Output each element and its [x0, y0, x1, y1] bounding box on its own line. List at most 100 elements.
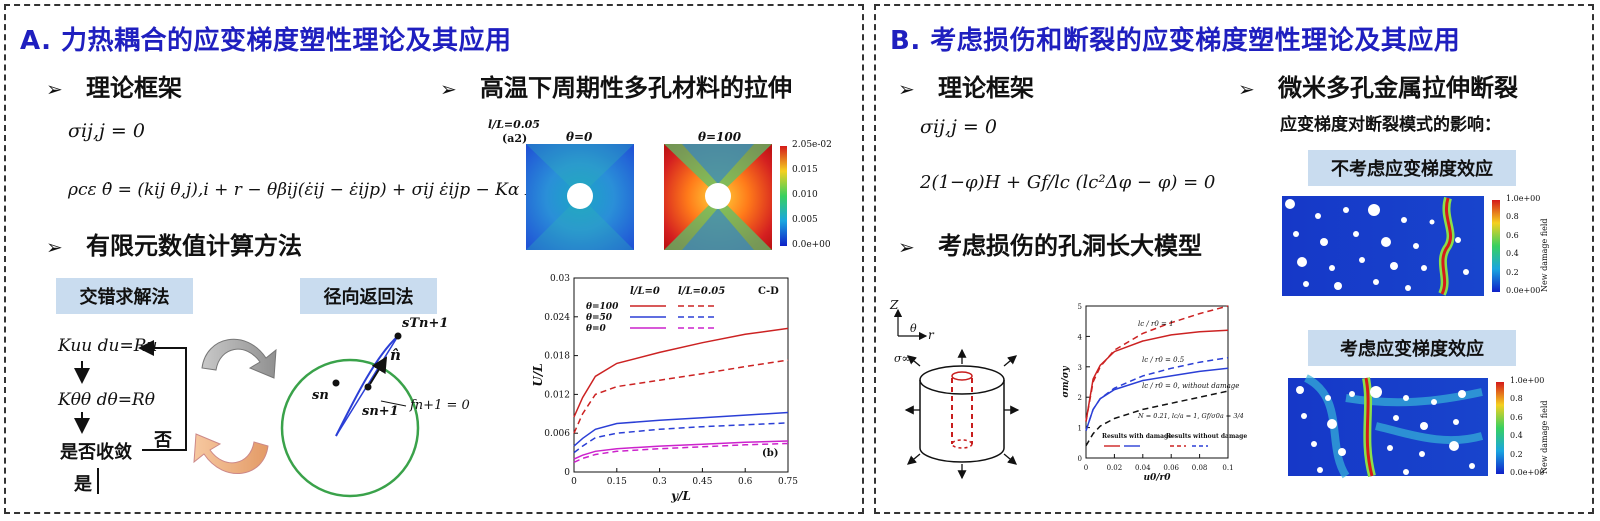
- pore: [1421, 265, 1427, 271]
- y-tick-label: 5: [1078, 303, 1082, 311]
- contour-colorbar-tick: 0.010: [792, 190, 818, 200]
- pore: [1449, 441, 1459, 451]
- x-tick-label: 0.1: [1222, 464, 1233, 472]
- pore: [1420, 422, 1428, 430]
- series-line: [573, 327, 789, 418]
- chart-sub-label: (b): [762, 448, 778, 459]
- contour-right-cold: [682, 144, 754, 250]
- pore: [1469, 463, 1475, 469]
- cycle-arrow-bottom-icon: [193, 433, 269, 475]
- arrow-icon: ➢: [1238, 77, 1255, 101]
- contour-colorbar-tick: 0.0e+00: [792, 240, 831, 250]
- pore: [1296, 386, 1304, 394]
- pore: [1431, 399, 1437, 405]
- panel-b: B. 考虑损伤和断裂的应变梯度塑性理论及其应用 ➢ 理论框架 σij,j = 0 …: [874, 4, 1594, 514]
- flow-step-displacement: Kuu du=Ru: [58, 336, 158, 356]
- flow-no-label: 否: [154, 430, 172, 451]
- contour-left-title: θ=0: [566, 130, 593, 144]
- pore: [1320, 238, 1328, 246]
- pore: [1329, 265, 1335, 271]
- y-tick-label: 0.03: [550, 274, 570, 284]
- series-line: [573, 422, 789, 454]
- damage-colorbar-tick: 0.8: [1510, 394, 1523, 404]
- pore: [1285, 199, 1295, 209]
- x-tick-label: 0.3: [652, 477, 667, 487]
- pore: [1325, 395, 1331, 401]
- bullet-fem: ➢ 有限元数值计算方法: [46, 232, 302, 260]
- legend-label: θ=0: [586, 324, 607, 334]
- staggered-method-label: 交错求解法: [56, 278, 193, 314]
- pore: [1453, 419, 1459, 425]
- far-field-stress-label: σ∞: [894, 352, 911, 365]
- series-line: [573, 359, 789, 434]
- pore: [1370, 386, 1382, 398]
- x-tick-label: 0.06: [1163, 464, 1179, 472]
- series-line: [1085, 305, 1229, 422]
- pore: [1393, 415, 1399, 421]
- pore: [1301, 413, 1307, 419]
- contour-colorbar-tick: 2.05e-02: [792, 140, 832, 150]
- crack-path-with-gradient: [1364, 377, 1374, 477]
- chart-frame: [1085, 305, 1229, 459]
- y-tick-label: 0: [1078, 455, 1082, 463]
- y-tick-label: 0.018: [544, 352, 570, 362]
- contour-case-label: l/L=0.05: [488, 118, 540, 131]
- legend-head-2: l/L=0.05: [678, 286, 725, 297]
- no-gradient-label: 不考虑应变梯度效应: [1308, 150, 1516, 186]
- arrow-icon: ➢: [898, 235, 915, 259]
- damage-colorbar-tick: 0.6: [1510, 412, 1523, 422]
- chart-frame: [573, 277, 789, 473]
- x-axis-label: y/L: [670, 489, 691, 503]
- contour-right-title: θ=100: [698, 130, 742, 144]
- pore: [1338, 448, 1346, 456]
- cycle-arrow-top-icon: [201, 338, 277, 379]
- flow-loop-arrow: [138, 340, 187, 451]
- pore: [1429, 219, 1435, 225]
- x-tick-label: 0.08: [1192, 464, 1208, 472]
- series-line: [573, 440, 789, 460]
- y-tick-label: 0.006: [544, 429, 570, 439]
- pore: [1359, 257, 1365, 263]
- damage-colorbar-tick: 0.0e+00: [1510, 468, 1545, 477]
- with-gradient-label: 考虑应变梯度效应: [1308, 330, 1516, 366]
- y-tick-label: 1: [1078, 425, 1082, 433]
- contour-sub-label: (a2): [502, 132, 528, 145]
- series-line: [1085, 367, 1229, 431]
- pore: [1334, 282, 1342, 290]
- bullet-theory-a: ➢ 理论框架: [46, 74, 182, 102]
- pore: [1401, 217, 1407, 223]
- radial-return-label: 径向返回法: [300, 278, 437, 314]
- legend-without-damage: Results without damage: [1166, 433, 1247, 440]
- bullet-tensile: ➢ 高温下周期性多孔材料的拉伸: [440, 74, 792, 102]
- curve-label-2: lc / r0 = 0.5: [1142, 356, 1185, 364]
- arrow-icon: ➢: [46, 77, 63, 101]
- pore: [1368, 204, 1380, 216]
- pore: [1463, 269, 1469, 275]
- displacement-chart: 0 0.15 0.3 0.45 0.6 0.75 0 0.006 0.012 0.018 0.024…: [531, 274, 798, 503]
- x-tick-label: 0.15: [607, 477, 627, 487]
- y-tick-label: 4: [1078, 333, 1083, 341]
- pore: [1297, 257, 1307, 267]
- theta-axis-label: θ: [910, 322, 917, 335]
- leader-line: [380, 400, 407, 407]
- damage-colorbar-tick: 0.4: [1506, 249, 1519, 259]
- pore: [1343, 207, 1349, 213]
- curve-label-1: lc / r0 = 1: [1138, 320, 1174, 328]
- arrow-icon: ➢: [898, 77, 915, 101]
- pore: [1315, 213, 1321, 219]
- curve-label-3: lc / r0 = 0, without damage: [1142, 382, 1239, 390]
- pore: [1349, 391, 1355, 397]
- panel-a: A. 力热耦合的应变梯度塑性理论及其应用 ➢ 理论框架 σij,j = 0 ρcε…: [4, 4, 864, 514]
- damage-colorbar-tick: 1.0e+00: [1510, 376, 1545, 385]
- pore: [1293, 231, 1299, 237]
- equilibrium-equation-a: σij,j = 0: [68, 120, 145, 142]
- z-axis-label: Z: [890, 298, 899, 312]
- cylinder-body: [919, 380, 1005, 463]
- yield-surface-circle: [280, 358, 420, 498]
- x-tick-label: 0.45: [692, 477, 712, 487]
- void-growth-chart: 0 0.02 0.04 0.06 0.08 0.1 0 1 2 3 4 5 u0/r0 σm/σy lc /…: [1061, 303, 1247, 483]
- pore: [1455, 237, 1461, 243]
- damage-colorbar-tick: 0.4: [1510, 431, 1523, 441]
- trial-path: [335, 335, 399, 437]
- contour-right-hole: [705, 183, 731, 209]
